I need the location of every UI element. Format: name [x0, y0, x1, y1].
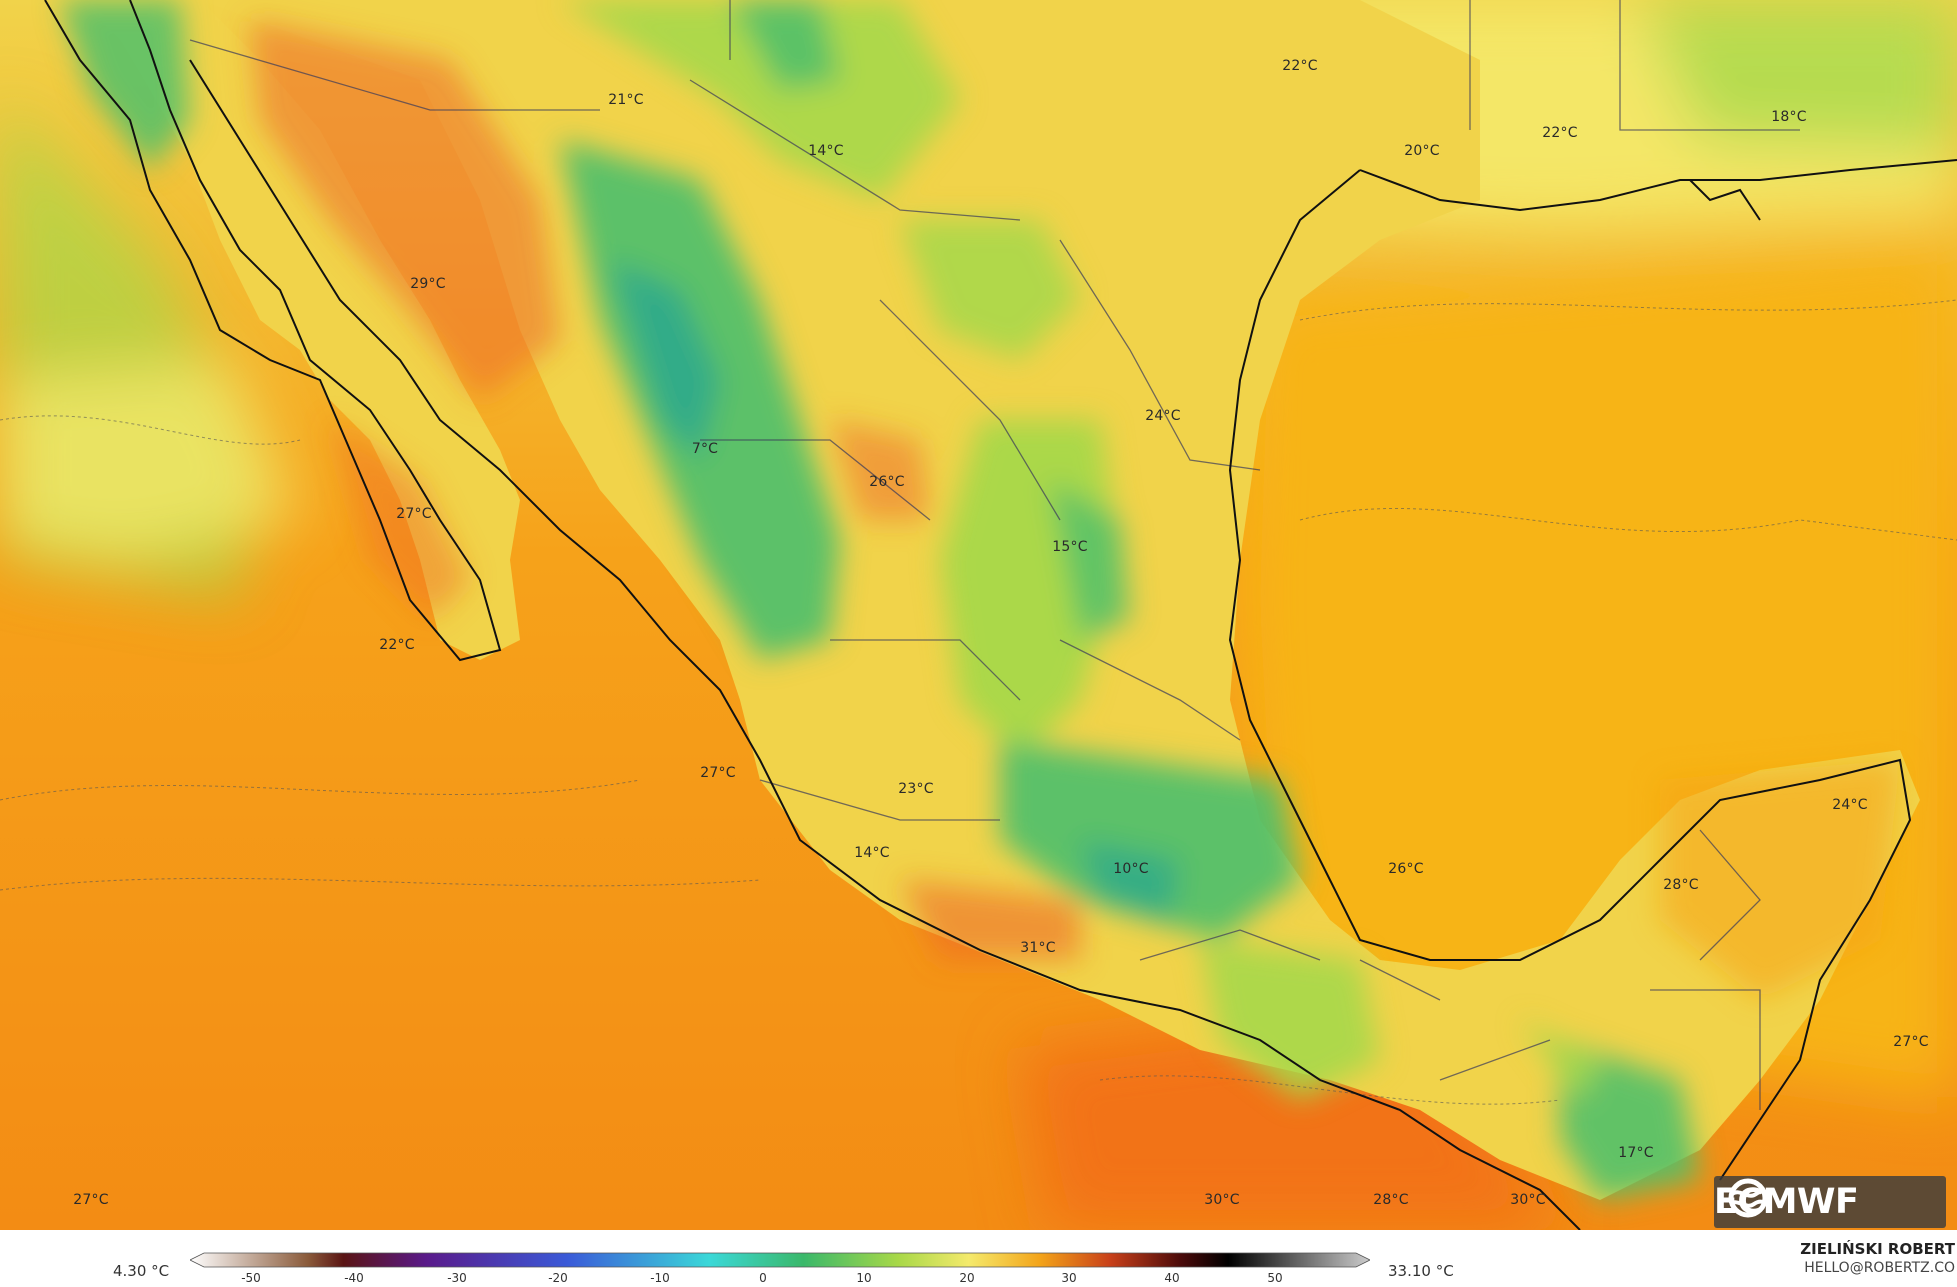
temperature-label: 17°C — [1618, 1145, 1654, 1161]
temperature-label: 28°C — [1373, 1192, 1409, 1208]
temperature-label: 23°C — [898, 781, 934, 797]
ecmwf-logo-icon — [1728, 1178, 1769, 1218]
colorbar-tick: 20 — [959, 1271, 975, 1285]
temperature-label: 30°C — [1510, 1192, 1546, 1208]
temperature-label: 24°C — [1832, 797, 1868, 813]
temperature-label: 27°C — [700, 765, 736, 781]
temperature-label: 29°C — [410, 276, 446, 292]
temperature-label: 14°C — [854, 845, 890, 861]
temperature-label: 26°C — [1388, 861, 1424, 877]
map-canvas — [0, 0, 1957, 1230]
colorbar-tick: -50 — [241, 1271, 261, 1285]
colorbar-tick: -30 — [447, 1271, 467, 1285]
coastline — [44, 0, 1957, 1230]
temperature-label: 31°C — [1020, 940, 1056, 956]
temperature-label: 27°C — [1893, 1034, 1929, 1050]
state-borders — [189, 0, 1800, 1110]
colorbar — [190, 1252, 1370, 1268]
colorbar-tick: -10 — [650, 1271, 670, 1285]
isotherm-lines — [0, 299, 1957, 1105]
temperature-label: 7°C — [691, 441, 719, 457]
temperature-label: 27°C — [73, 1192, 109, 1208]
colorbar-footer: 4.30 °C -50 -40 -30 -20 -10 — [0, 1230, 1957, 1287]
colorbar-tick: -40 — [344, 1271, 364, 1285]
colorbar-tick: -20 — [548, 1271, 568, 1285]
ecmwf-logo: ECMWF — [1714, 1176, 1946, 1228]
temperature-label: 21°C — [608, 92, 644, 108]
colorbar-tick: 40 — [1164, 1271, 1180, 1285]
temperature-label: 10°C — [1113, 861, 1149, 877]
colorbar-tick: 50 — [1267, 1271, 1283, 1285]
colorbar-tick: 30 — [1061, 1271, 1077, 1285]
max-temperature-label: 33.10 °C — [1388, 1262, 1454, 1280]
temperature-label: 15°C — [1052, 539, 1088, 555]
author-credit: ZIELIŃSKI ROBERT — [1800, 1240, 1955, 1258]
author-email[interactable]: HELLO@ROBERTZ.CO — [1804, 1260, 1955, 1276]
min-temperature-label: 4.30 °C — [113, 1262, 170, 1280]
temperature-label: 27°C — [396, 506, 432, 522]
temperature-label: 22°C — [1282, 58, 1318, 74]
temperature-label: 22°C — [1542, 125, 1578, 141]
temperature-label: 28°C — [1663, 877, 1699, 893]
temperature-label: 24°C — [1145, 408, 1181, 424]
temperature-label: 20°C — [1404, 143, 1440, 159]
temperature-map[interactable]: 22°C 21°C 14°C 20°C 22°C 18°C 29°C 24°C … — [0, 0, 1957, 1230]
temperature-label: 30°C — [1204, 1192, 1240, 1208]
temperature-label: 26°C — [869, 474, 905, 490]
colorbar-tick: 10 — [856, 1271, 872, 1285]
temperature-label: 22°C — [379, 637, 415, 653]
temperature-label: 14°C — [808, 143, 844, 159]
temperature-label: 18°C — [1771, 109, 1807, 125]
colorbar-tick: 0 — [759, 1271, 767, 1285]
